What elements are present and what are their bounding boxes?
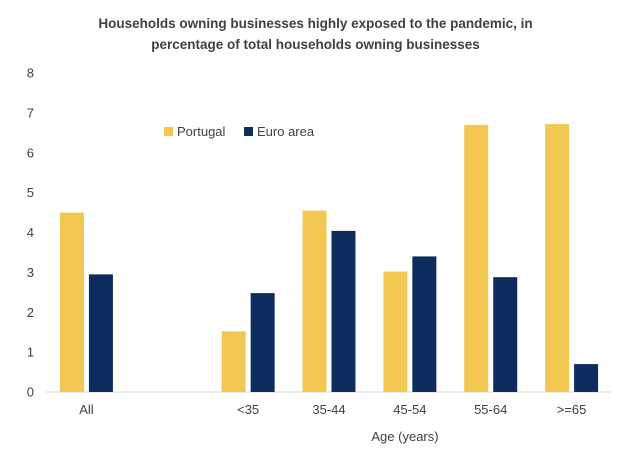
legend-label-portugal: Portugal — [177, 124, 226, 139]
x-tick-label: 35-44 — [312, 402, 345, 417]
y-tick-label: 6 — [27, 145, 34, 160]
chart-title-line-1: Households owning businesses highly expo… — [98, 16, 533, 31]
x-tick-label: 55-64 — [474, 402, 507, 417]
x-tick-label: <35 — [237, 402, 259, 417]
chart-title-line-2: percentage of total households owning bu… — [151, 37, 480, 52]
y-tick-label: 8 — [27, 66, 34, 81]
y-tick-label: 2 — [27, 305, 34, 320]
chart-title: Households owning businesses highly expo… — [0, 13, 631, 55]
legend-swatch-euro-area — [244, 127, 253, 136]
legend-swatch-portugal — [164, 127, 173, 136]
bar-portugal-All — [59, 212, 84, 392]
y-tick-label: 3 — [27, 265, 34, 280]
bar-euro-area-35-44 — [331, 230, 356, 392]
x-axis-title: Age (years) — [371, 429, 438, 444]
y-tick-label: 4 — [27, 225, 34, 240]
bar-euro-area-55-64 — [493, 277, 518, 392]
y-tick-label: 5 — [27, 185, 34, 200]
bar-euro-area-<35 — [250, 293, 275, 392]
bar-portugal-55-64 — [464, 124, 489, 393]
bar-euro-area->=65 — [574, 364, 599, 392]
bar-portugal-35-44 — [302, 210, 327, 392]
bar-portugal-45-54 — [383, 271, 408, 392]
y-tick-label: 1 — [27, 345, 34, 360]
x-tick-label: 45-54 — [393, 402, 426, 417]
bar-portugal->=65 — [545, 124, 570, 392]
bar-euro-area-45-54 — [412, 256, 437, 392]
x-tick-label: All — [79, 402, 94, 417]
bar-portugal-<35 — [221, 331, 246, 392]
y-tick-label: 0 — [27, 385, 34, 400]
y-tick-label: 7 — [27, 105, 34, 120]
x-tick-label: >=65 — [557, 402, 587, 417]
legend-label-euro-area: Euro area — [257, 124, 315, 139]
bar-euro-area-All — [88, 274, 113, 392]
